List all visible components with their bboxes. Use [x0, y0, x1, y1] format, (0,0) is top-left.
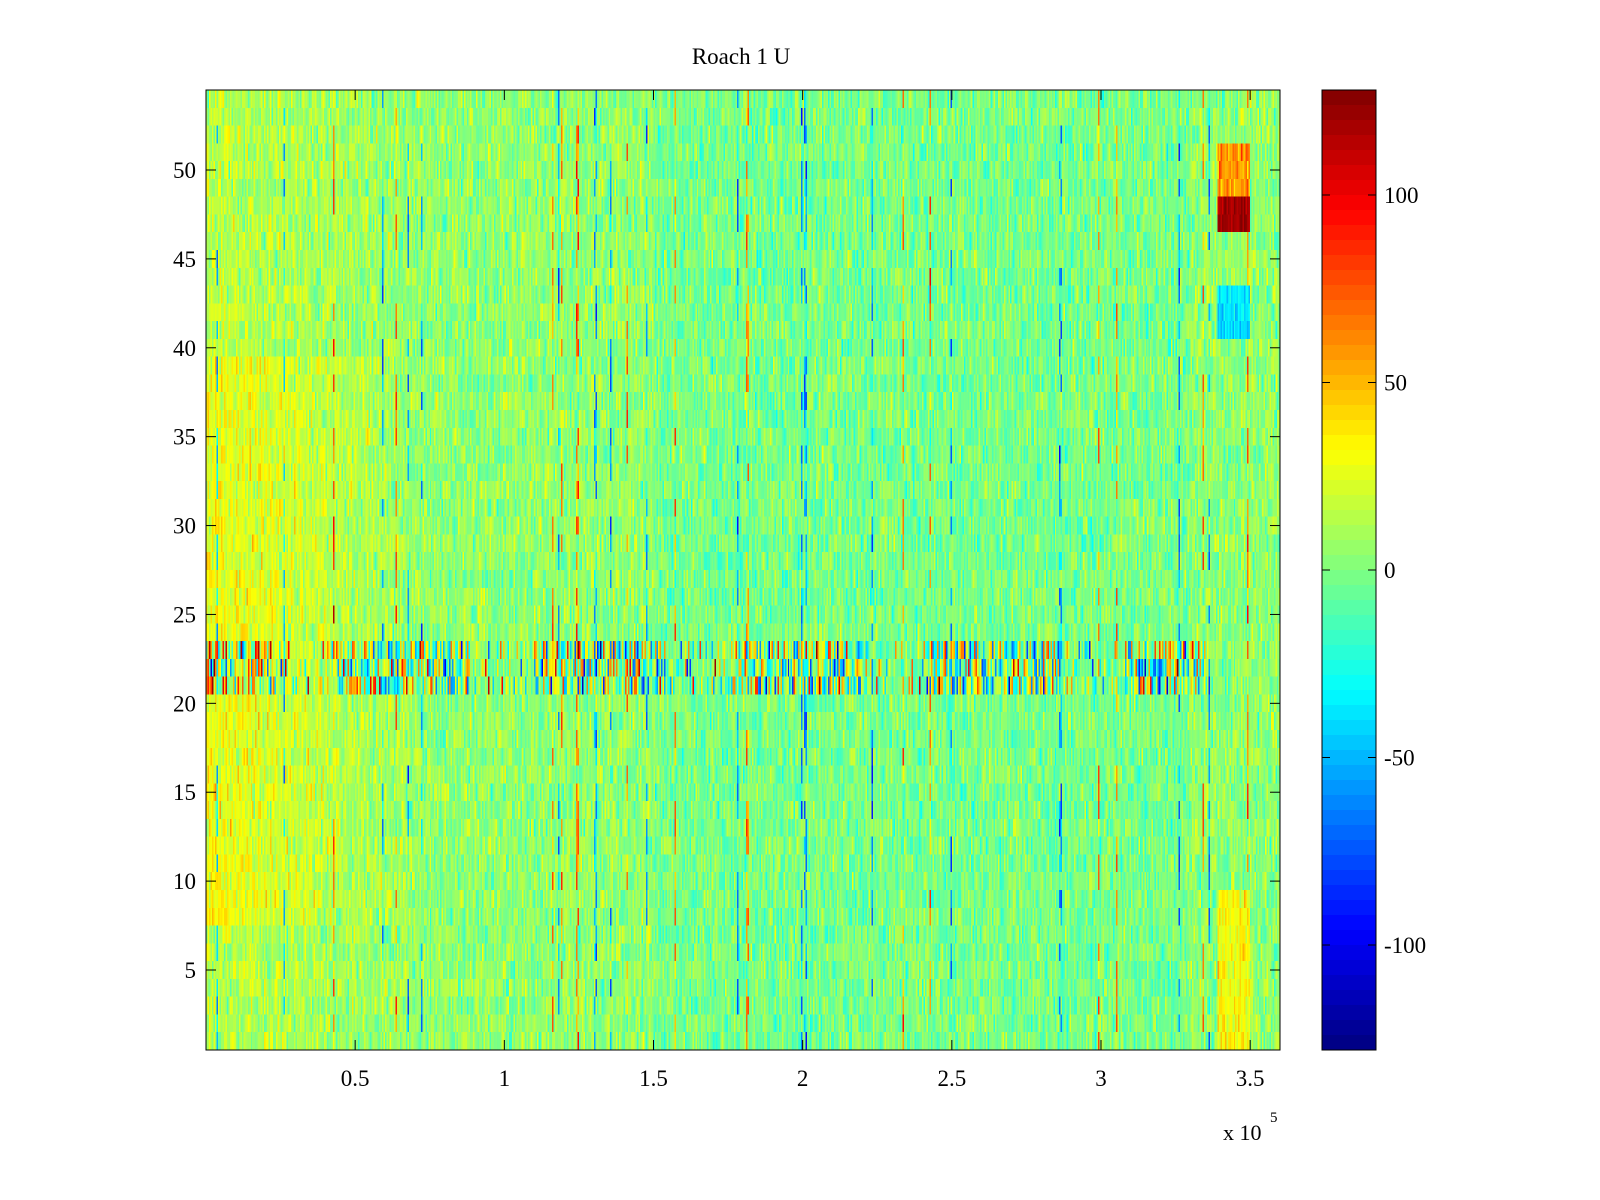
- chart-title: Roach 1 U: [692, 44, 791, 69]
- colorbar-tick-label: 100: [1384, 183, 1419, 208]
- y-tick-label: 15: [173, 780, 196, 805]
- heatmap-raster: [206, 90, 1280, 1050]
- x-tick-label: 1: [499, 1066, 511, 1091]
- colorbar-tick-label: 0: [1384, 558, 1396, 583]
- y-tick-label: 10: [173, 869, 196, 894]
- y-tick-label: 35: [173, 425, 196, 450]
- y-tick-label: 25: [173, 602, 196, 627]
- y-tick-label: 5: [185, 958, 197, 983]
- plot-frame: [205, 89, 1281, 1051]
- x-exponent-power: 5: [1270, 1110, 1278, 1126]
- colorbar-tick-label: -100: [1384, 933, 1426, 958]
- y-tick-label: 30: [173, 514, 196, 539]
- colorbar-ticks: -100 -50 0 50 100: [1322, 183, 1426, 958]
- colorbar-tick-label: 50: [1384, 371, 1407, 396]
- y-axis-ticks: 5 10 15 20 25 30 35 40 45 50: [173, 158, 1280, 983]
- x-tick-label: 1.5: [639, 1066, 668, 1091]
- x-tick-label: 2: [797, 1066, 809, 1091]
- y-tick-label: 40: [173, 336, 196, 361]
- y-tick-label: 50: [173, 158, 196, 183]
- x-tick-label: 2.5: [937, 1066, 966, 1091]
- colorbar-tick-label: -50: [1384, 746, 1415, 771]
- x-exponent-label: x 10: [1223, 1120, 1262, 1145]
- y-tick-label: 20: [173, 691, 196, 716]
- colorbar-gradient: [1322, 90, 1376, 1050]
- y-tick-label: 45: [173, 247, 196, 272]
- x-axis-ticks: 0.5 1 1.5 2 2.5 3 3.5: [341, 90, 1265, 1091]
- x-tick-label: 3: [1095, 1066, 1107, 1091]
- x-tick-label: 0.5: [341, 1066, 370, 1091]
- x-tick-label: 3.5: [1236, 1066, 1265, 1091]
